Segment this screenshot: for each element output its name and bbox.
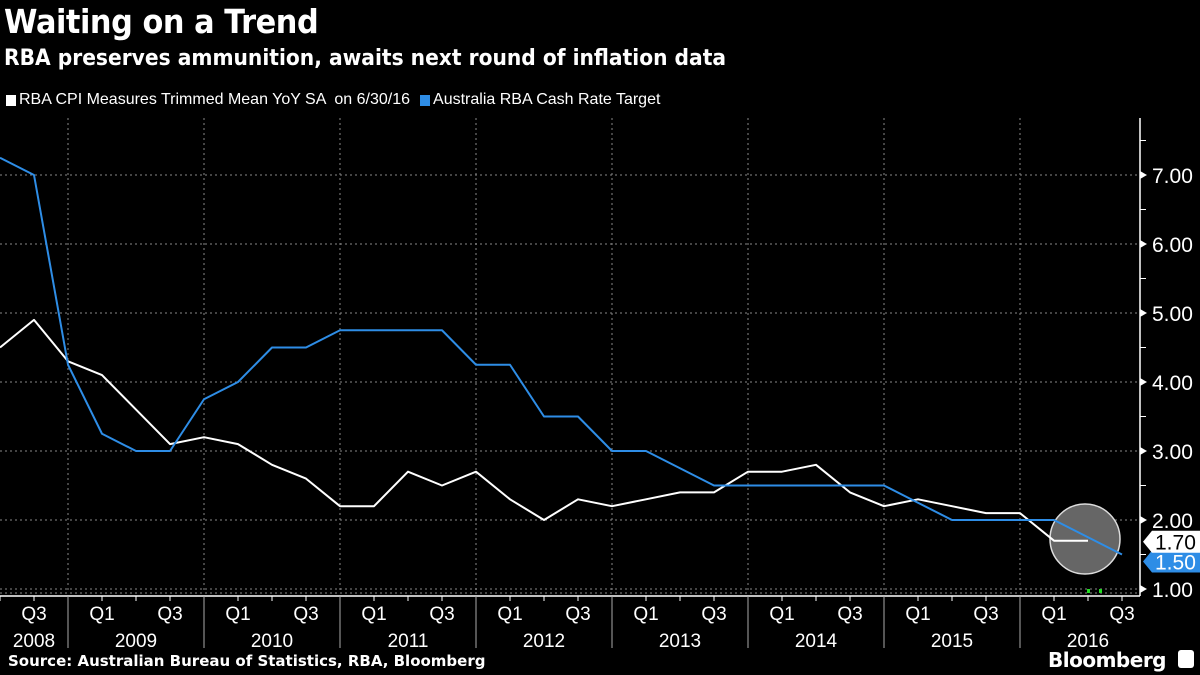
legend: RBA CPI Measures Trimmed Mean YoY SA on …	[6, 91, 670, 109]
y-tick-marker	[1140, 585, 1147, 593]
x-tick-label-year: 2010	[251, 631, 293, 652]
x-tick-label-quarter: Q1	[497, 604, 522, 625]
last-value-label-cpi: 1.70	[1155, 532, 1196, 555]
y-tick-label: 7.00	[1152, 165, 1193, 188]
x-tick-label-quarter: Q1	[89, 604, 114, 625]
y-tick-label: 4.00	[1152, 372, 1193, 395]
x-tick-label-quarter: Q3	[701, 604, 726, 625]
source-note: Source: Australian Bureau of Statistics,…	[8, 652, 486, 670]
y-tick-label: 1.00	[1152, 579, 1193, 602]
x-tick-label-quarter: Q1	[905, 604, 930, 625]
series-line-cash-rate	[0, 156, 1123, 556]
x-tick-label-year: 2012	[523, 631, 565, 652]
x-tick-label-year: 2013	[659, 631, 701, 652]
x-tick-label-quarter: Q3	[157, 604, 182, 625]
series-line-cpi	[0, 318, 1088, 542]
y-tick-marker	[1140, 240, 1147, 248]
legend-item-cash-rate: Australia RBA Cash Rate Target	[420, 91, 660, 109]
x-tick-label-quarter: Q3	[429, 604, 454, 625]
x-tick-label-quarter: Q1	[769, 604, 794, 625]
last-value-label-cpi-bg	[1143, 530, 1200, 553]
legend-item-cpi: RBA CPI Measures Trimmed Mean YoY SA on …	[6, 91, 410, 109]
y-tick-marker	[1140, 516, 1147, 524]
y-tick-label: 5.00	[1152, 303, 1193, 326]
x-tick-label-quarter: Q3	[1109, 604, 1134, 625]
x-tick-label-quarter: Q3	[293, 604, 318, 625]
legend-swatch-cpi	[6, 94, 16, 106]
x-tick-label-quarter: Q1	[225, 604, 250, 625]
x-tick-label-year: 2015	[931, 631, 973, 652]
legend-swatch-cash-rate	[420, 94, 431, 106]
last-value-label-cash-rate-bg	[1143, 550, 1200, 573]
brand-logo-text: Bloomberg	[1048, 648, 1166, 672]
x-tick-label-year: 2016	[1067, 631, 1109, 652]
y-tick-marker	[1140, 309, 1147, 317]
y-tick-label: 2.00	[1152, 510, 1193, 533]
last-value-label-cash-rate: 1.50	[1155, 552, 1196, 575]
x-tick-label-quarter: Q3	[565, 604, 590, 625]
chart-subtitle: RBA preserves ammunition, awaits next ro…	[4, 46, 727, 71]
x-tick-label-quarter: Q3	[973, 604, 998, 625]
legend-label-cpi: RBA CPI Measures Trimmed Mean YoY SA on …	[19, 91, 411, 108]
x-tick-label-quarter: Q3	[837, 604, 862, 625]
y-tick-marker	[1140, 447, 1147, 455]
x-tick-label-quarter: Q1	[1041, 604, 1066, 625]
highlight-circle	[1049, 503, 1121, 575]
x-tick-label-quarter: Q1	[361, 604, 386, 625]
x-tick-label-quarter: Q3	[21, 604, 46, 625]
y-tick-marker	[1140, 378, 1147, 386]
y-tick-marker	[1140, 171, 1147, 179]
y-tick-label: 6.00	[1152, 234, 1193, 257]
event-marker	[1099, 589, 1102, 593]
bloomberg-chart-icon	[1178, 650, 1194, 668]
x-tick-label-quarter: Q1	[633, 604, 658, 625]
y-tick-label: 3.00	[1152, 441, 1193, 464]
legend-label-cash-rate: Australia RBA Cash Rate Target	[433, 91, 661, 108]
chart-title: Waiting on a Trend	[4, 2, 319, 41]
x-tick-label-year: 2011	[388, 631, 429, 652]
event-marker	[1087, 589, 1090, 593]
x-tick-label-year: 2009	[115, 631, 157, 652]
x-tick-label-year: 2014	[795, 631, 838, 652]
x-tick-label-year: 2008	[13, 631, 55, 652]
